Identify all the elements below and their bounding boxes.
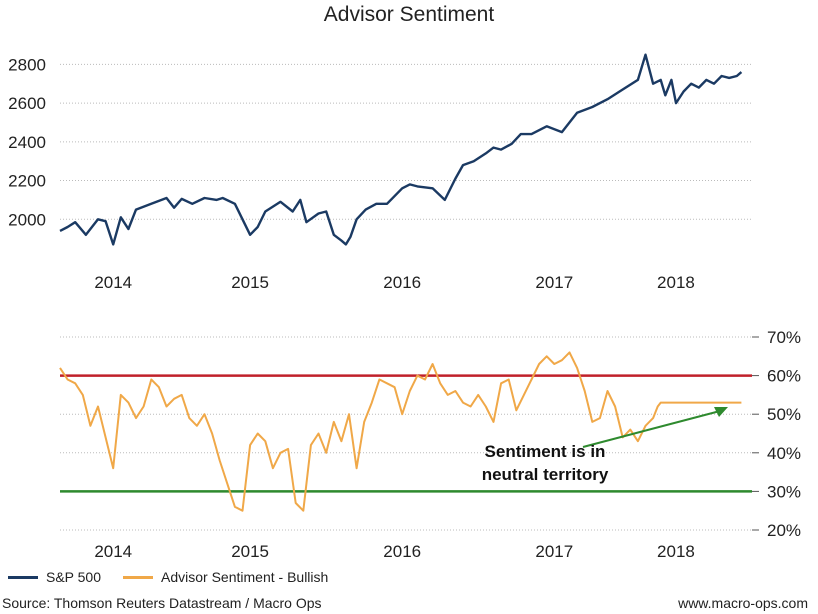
annotation-text: Sentiment is in neutral territory (440, 440, 650, 486)
y-tick-label: 50% (767, 405, 801, 424)
y-tick-label: 2200 (8, 172, 46, 191)
legend: S&P 500 Advisor Sentiment - Bullish (8, 569, 350, 585)
y-tick-label: 2000 (8, 210, 46, 229)
annotation-arrow-head (714, 407, 728, 417)
reference-lines (60, 374, 752, 493)
top-gridlines (60, 63, 752, 220)
x-tick-label: 2016 (383, 273, 421, 292)
bottom-y-tick-labels: 20% 30% 40% 50% 60% 70% (767, 328, 801, 540)
x-tick-label: 2018 (657, 273, 695, 292)
x-tick-label: 2018 (657, 542, 695, 561)
x-tick-label: 2014 (94, 273, 132, 292)
y-tick-label: 30% (767, 482, 801, 501)
sentiment-series (59, 351, 742, 512)
y-tick-label: 70% (767, 328, 801, 347)
legend-swatch-sentiment (123, 575, 154, 579)
y-tick-label: 2600 (8, 94, 46, 113)
legend-label-sentiment: Advisor Sentiment - Bullish (161, 569, 329, 585)
annotation-line-1: Sentiment is in (484, 442, 606, 461)
y-tick-label: 40% (767, 444, 801, 463)
legend-label-sp500: S&P 500 (46, 569, 102, 585)
y-tick-label: 20% (767, 521, 801, 540)
legend-item-sentiment: Advisor Sentiment - Bullish (123, 569, 328, 585)
x-tick-label: 2014 (94, 542, 132, 561)
top-y-tick-labels: 2000 2200 2400 2600 2800 (8, 55, 46, 229)
y-tick-label: 2400 (8, 133, 46, 152)
series-line (59, 351, 742, 512)
x-tick-label: 2017 (535, 273, 573, 292)
annotation-line-2: neutral territory (481, 465, 609, 484)
top-x-tick-labels: 2014 2015 2016 2017 2018 (94, 273, 695, 292)
x-tick-label: 2016 (383, 542, 421, 561)
y-tick-label: 60% (767, 367, 801, 386)
x-tick-label: 2015 (231, 542, 269, 561)
bottom-gridlines (60, 336, 759, 531)
x-tick-label: 2015 (231, 273, 269, 292)
source-note: Source: Thomson Reuters Datastream / Mac… (2, 595, 322, 611)
chart-title: Advisor Sentiment (323, 3, 495, 26)
x-tick-label: 2017 (535, 542, 573, 561)
sp500-series (59, 53, 743, 246)
annotation-arrow (582, 410, 721, 448)
y-tick-label: 2800 (8, 55, 46, 74)
website-link[interactable]: www.macro-ops.com (678, 595, 808, 611)
series-line (59, 53, 743, 246)
legend-swatch-sp500 (8, 575, 38, 579)
bottom-x-tick-labels: 2014 2015 2016 2017 2018 (94, 542, 695, 561)
legend-item-sp500: S&P 500 (8, 569, 101, 585)
